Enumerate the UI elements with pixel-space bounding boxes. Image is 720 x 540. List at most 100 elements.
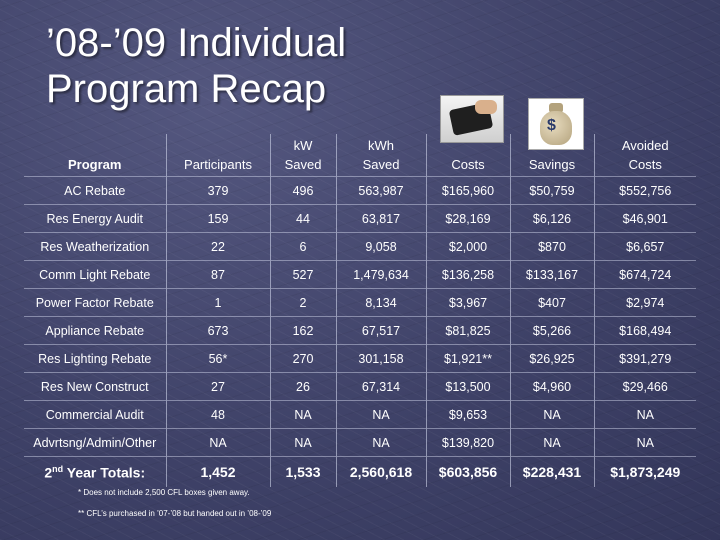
cell-participants: 159: [166, 204, 271, 233]
header-participants: Participants: [166, 134, 271, 177]
cell-avoided: NA: [594, 400, 696, 429]
cell-savings: NA: [510, 400, 595, 429]
cell-program: Res Weatherization: [24, 232, 167, 261]
cell-kwh: NA: [336, 400, 427, 429]
header-avoided-costs: Avoided Costs: [594, 134, 696, 177]
total-kwh: 2,560,618: [336, 456, 427, 487]
total-avoided: $1,873,249: [594, 456, 696, 487]
cell-avoided: $674,724: [594, 260, 696, 289]
header-savings: Savings: [510, 134, 595, 177]
cell-savings: $870: [510, 232, 595, 261]
cell-costs: $9,653: [426, 400, 511, 429]
money-bag-symbol: $: [547, 117, 556, 134]
table-row: Res New Construct 27 26 67,314 $13,500 $…: [24, 372, 696, 401]
cell-kwh: 1,479,634: [336, 260, 427, 289]
cell-program: Appliance Rebate: [24, 316, 167, 345]
cell-costs: $1,921**: [426, 344, 511, 373]
cell-kwh: 8,134: [336, 288, 427, 317]
header-costs: Costs: [426, 134, 511, 177]
cell-kw: 496: [270, 176, 337, 205]
totals-label: 2nd Year Totals:: [24, 456, 167, 487]
table-row: Commercial Audit 48 NA NA $9,653 NA NA: [24, 400, 696, 429]
header-kw-line-1: kW: [293, 138, 313, 153]
cell-participants: 56*: [166, 344, 271, 373]
cell-participants: 27: [166, 372, 271, 401]
cell-savings: $50,759: [510, 176, 595, 205]
cell-costs: $2,000: [426, 232, 511, 261]
header-kw-saved: kW Saved: [270, 134, 337, 177]
totals-label-sup: nd: [52, 463, 64, 474]
cell-savings: $4,960: [510, 372, 595, 401]
header-kw-line-2: Saved: [284, 157, 322, 172]
footnotes: * Does not include 2,500 CFL boxes given…: [78, 482, 271, 524]
table-row: Res Energy Audit 159 44 63,817 $28,169 $…: [24, 204, 696, 233]
cell-costs: $13,500: [426, 372, 511, 401]
program-recap-table: Program Participants kW Saved kWh Saved …: [24, 134, 696, 487]
totals-label-suffix: Year Totals:: [63, 464, 146, 481]
table-row: Power Factor Rebate 1 2 8,134 $3,967 $40…: [24, 288, 696, 317]
header-avoided-line-1: Avoided: [621, 138, 669, 153]
header-kwh-saved: kWh Saved: [336, 134, 427, 177]
cell-costs: $136,258: [426, 260, 511, 289]
cell-kwh: NA: [336, 428, 427, 457]
cell-program: Res Energy Audit: [24, 204, 167, 233]
cell-avoided: $552,756: [594, 176, 696, 205]
cell-savings: $133,167: [510, 260, 595, 289]
table-row: Res Weatherization 22 6 9,058 $2,000 $87…: [24, 232, 696, 261]
table-row: Res Lighting Rebate 56* 270 301,158 $1,9…: [24, 344, 696, 373]
cell-program: Commercial Audit: [24, 400, 167, 429]
cell-kwh: 67,517: [336, 316, 427, 345]
table-row: Advrtsng/Admin/Other NA NA NA $139,820 N…: [24, 428, 696, 457]
cell-program: Advrtsng/Admin/Other: [24, 428, 167, 457]
slide-title-line-1: ’08-’09 Individual: [46, 21, 347, 65]
cell-kwh: 301,158: [336, 344, 427, 373]
cell-avoided: $29,466: [594, 372, 696, 401]
cell-costs: $165,960: [426, 176, 511, 205]
table-header-row: Program Participants kW Saved kWh Saved …: [24, 134, 696, 177]
slide-title: ’08-’09 Individual Program Recap: [46, 20, 346, 112]
total-kw: 1,533: [270, 456, 337, 487]
cell-kwh: 63,817: [336, 204, 427, 233]
slide-title-line-2: Program Recap: [46, 67, 327, 111]
money-bag-tie: [549, 103, 563, 113]
cell-program: Res Lighting Rebate: [24, 344, 167, 373]
cell-participants: 673: [166, 316, 271, 345]
cell-kw: 44: [270, 204, 337, 233]
header-program: Program: [24, 134, 167, 177]
total-participants: 1,452: [166, 456, 271, 487]
cell-avoided: $391,279: [594, 344, 696, 373]
cell-kw: 2: [270, 288, 337, 317]
cell-kwh: 9,058: [336, 232, 427, 261]
cell-savings: $6,126: [510, 204, 595, 233]
cell-participants: 379: [166, 176, 271, 205]
total-savings: $228,431: [510, 456, 595, 487]
cell-savings: $5,266: [510, 316, 595, 345]
cell-costs: $139,820: [426, 428, 511, 457]
table-row: Appliance Rebate 673 162 67,517 $81,825 …: [24, 316, 696, 345]
cell-kw: 26: [270, 372, 337, 401]
cell-costs: $28,169: [426, 204, 511, 233]
cell-program: AC Rebate: [24, 176, 167, 205]
table-row: Comm Light Rebate 87 527 1,479,634 $136,…: [24, 260, 696, 289]
cell-costs: $3,967: [426, 288, 511, 317]
cell-kw: NA: [270, 400, 337, 429]
cell-kw: 6: [270, 232, 337, 261]
cell-kw: 162: [270, 316, 337, 345]
totals-label-prefix: 2: [44, 464, 53, 481]
totals-row: 2nd Year Totals: 1,452 1,533 2,560,618 $…: [24, 456, 696, 487]
cell-program: Power Factor Rebate: [24, 288, 167, 317]
cell-avoided: $168,494: [594, 316, 696, 345]
header-avoided-line-2: Costs: [628, 157, 662, 172]
cell-savings: NA: [510, 428, 595, 457]
cell-kwh: 563,987: [336, 176, 427, 205]
cell-avoided: $2,974: [594, 288, 696, 317]
header-kwh-line-1: kWh: [368, 138, 394, 153]
hand-shape: [475, 100, 497, 114]
cell-participants: 48: [166, 400, 271, 429]
cell-savings: $26,925: [510, 344, 595, 373]
cell-avoided: $6,657: [594, 232, 696, 261]
cell-program: Res New Construct: [24, 372, 167, 401]
cell-avoided: $46,901: [594, 204, 696, 233]
cell-kw: 270: [270, 344, 337, 373]
cell-savings: $407: [510, 288, 595, 317]
